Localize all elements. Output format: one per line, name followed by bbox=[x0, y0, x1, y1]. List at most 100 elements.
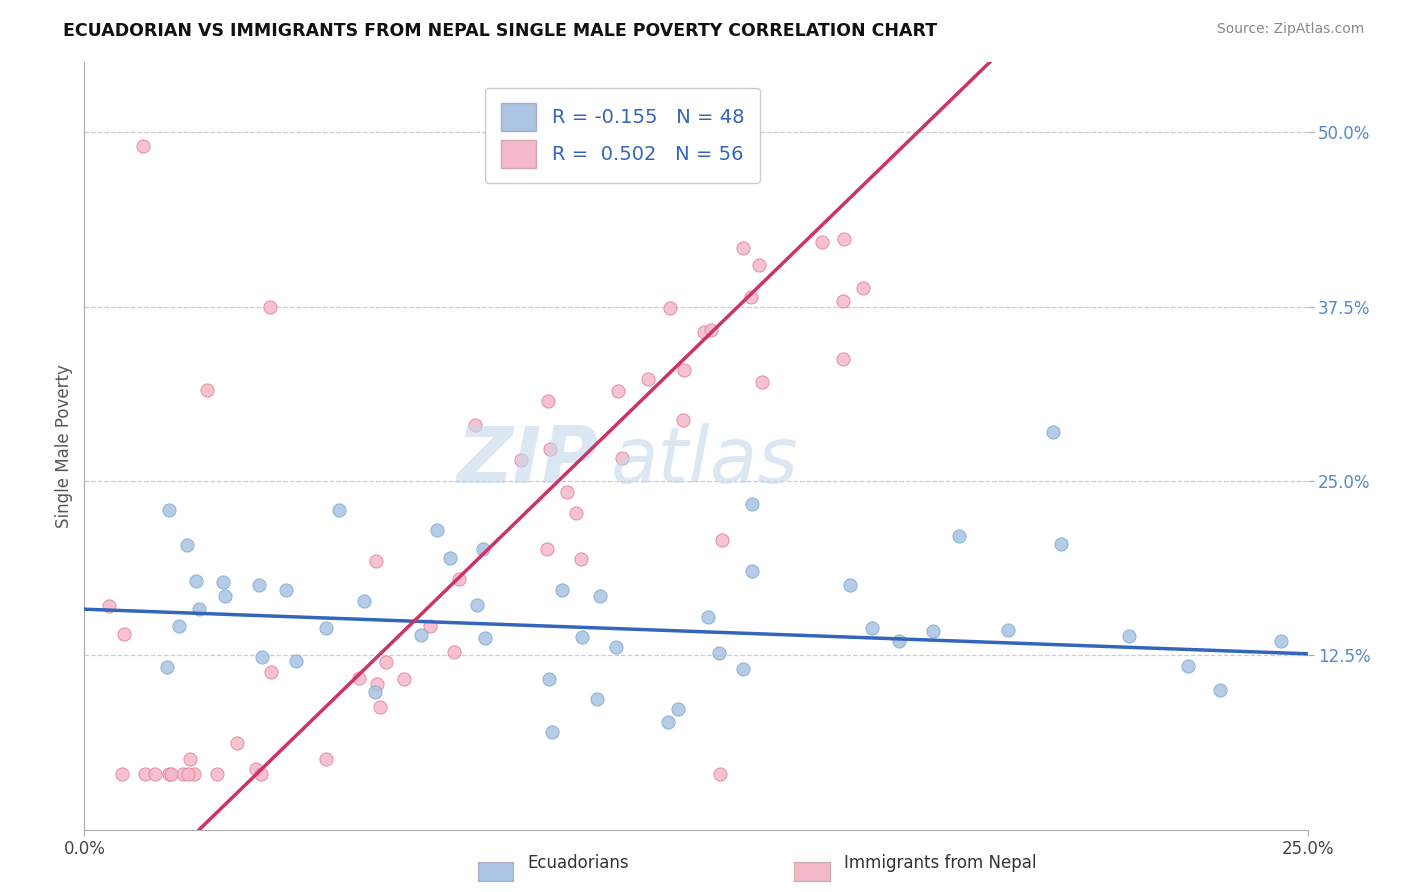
Point bbox=[1042, 425, 1064, 439]
Point bbox=[731, 662, 754, 676]
Point bbox=[409, 628, 432, 642]
Point bbox=[538, 442, 561, 457]
Point bbox=[157, 766, 180, 780]
Point bbox=[832, 294, 855, 309]
Point bbox=[748, 258, 770, 272]
Point bbox=[1118, 629, 1140, 643]
Point bbox=[249, 766, 271, 780]
Point bbox=[274, 582, 297, 597]
Point bbox=[353, 594, 375, 608]
Point bbox=[699, 323, 721, 337]
Point bbox=[997, 623, 1019, 637]
Text: ZIP: ZIP bbox=[456, 424, 598, 500]
Y-axis label: Single Male Poverty: Single Male Poverty bbox=[55, 364, 73, 528]
Point bbox=[464, 418, 486, 433]
Point bbox=[111, 766, 134, 780]
Point bbox=[659, 301, 682, 315]
Point bbox=[368, 700, 391, 714]
Point bbox=[1209, 682, 1232, 697]
Point bbox=[134, 766, 156, 780]
Point bbox=[555, 485, 578, 500]
Point bbox=[838, 577, 860, 591]
Point bbox=[259, 300, 281, 314]
Point bbox=[710, 533, 733, 547]
Point bbox=[541, 725, 564, 739]
Point bbox=[1270, 634, 1292, 648]
Point bbox=[672, 413, 695, 427]
Point bbox=[443, 645, 465, 659]
Point bbox=[612, 450, 634, 465]
Point bbox=[666, 702, 689, 716]
Point bbox=[179, 752, 201, 766]
Point bbox=[709, 646, 731, 660]
Point bbox=[366, 554, 388, 568]
Point bbox=[315, 621, 337, 635]
Point bbox=[285, 654, 308, 668]
Point bbox=[250, 650, 273, 665]
Point bbox=[207, 766, 229, 780]
Point bbox=[657, 715, 679, 730]
Point bbox=[831, 351, 853, 366]
Point bbox=[948, 529, 970, 543]
Point bbox=[187, 602, 209, 616]
Point bbox=[607, 384, 630, 398]
Point bbox=[112, 627, 135, 641]
Point bbox=[247, 577, 270, 591]
Point bbox=[605, 640, 627, 655]
Point bbox=[157, 502, 180, 516]
Point bbox=[449, 572, 471, 586]
Point bbox=[347, 671, 370, 685]
Point bbox=[465, 598, 488, 612]
Point bbox=[472, 541, 495, 556]
Legend: R = -0.155   N = 48, R =  0.502   N = 56: R = -0.155 N = 48, R = 0.502 N = 56 bbox=[485, 87, 759, 184]
Text: Ecuadorians: Ecuadorians bbox=[527, 855, 628, 872]
Point bbox=[167, 618, 190, 632]
Point bbox=[366, 676, 388, 690]
Point bbox=[509, 453, 531, 467]
Point bbox=[156, 660, 179, 674]
Point bbox=[132, 139, 155, 153]
Point bbox=[1050, 537, 1073, 551]
Point bbox=[537, 394, 560, 409]
Point bbox=[195, 383, 218, 397]
Point bbox=[245, 762, 267, 776]
Text: Immigrants from Nepal: Immigrants from Nepal bbox=[844, 855, 1036, 872]
Point bbox=[172, 766, 194, 780]
Point bbox=[637, 372, 659, 386]
Point bbox=[259, 665, 281, 679]
Point bbox=[160, 766, 183, 780]
Point bbox=[426, 524, 449, 538]
Point bbox=[537, 672, 560, 686]
Point bbox=[536, 541, 558, 556]
Point bbox=[741, 497, 763, 511]
Point bbox=[693, 325, 716, 339]
Point bbox=[226, 736, 249, 750]
Text: Source: ZipAtlas.com: Source: ZipAtlas.com bbox=[1216, 22, 1364, 37]
Point bbox=[184, 574, 207, 589]
Point bbox=[672, 363, 695, 377]
Point bbox=[851, 281, 873, 295]
Point bbox=[419, 619, 441, 633]
Point bbox=[439, 551, 461, 566]
Point bbox=[810, 235, 832, 249]
Point bbox=[731, 241, 754, 255]
Point bbox=[143, 766, 166, 780]
Point bbox=[922, 624, 945, 639]
Point bbox=[586, 692, 609, 706]
Point bbox=[212, 575, 235, 590]
Point bbox=[474, 632, 496, 646]
Point bbox=[565, 506, 588, 520]
Point bbox=[551, 583, 574, 598]
Point bbox=[832, 232, 855, 246]
Point bbox=[740, 290, 762, 304]
Point bbox=[315, 751, 337, 765]
Point bbox=[589, 590, 612, 604]
Point bbox=[887, 633, 910, 648]
Text: ECUADORIAN VS IMMIGRANTS FROM NEPAL SINGLE MALE POVERTY CORRELATION CHART: ECUADORIAN VS IMMIGRANTS FROM NEPAL SING… bbox=[63, 22, 938, 40]
Point bbox=[364, 685, 387, 699]
Point bbox=[176, 538, 198, 552]
Point bbox=[375, 656, 398, 670]
Text: atlas: atlas bbox=[610, 424, 799, 500]
Point bbox=[328, 503, 350, 517]
Point bbox=[183, 766, 205, 780]
